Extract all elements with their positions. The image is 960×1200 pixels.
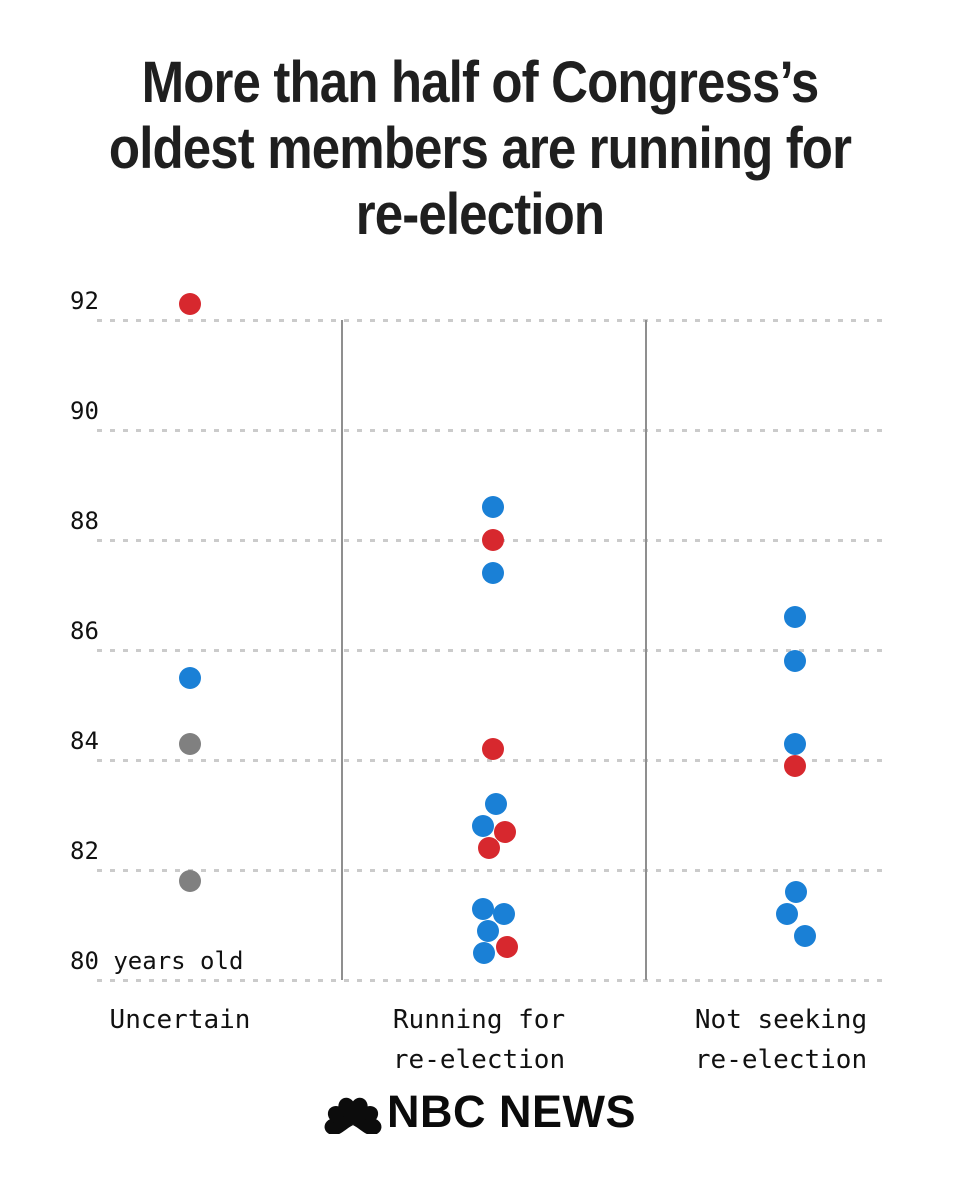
chart-title-line: More than half of Congress’s bbox=[141, 50, 820, 115]
data-point-blue-age-83.2 bbox=[485, 793, 507, 815]
nbc-news-wordmark: NBC NEWS bbox=[387, 1086, 636, 1137]
category-label: Running for bbox=[392, 1005, 566, 1035]
column-divider bbox=[645, 320, 647, 980]
y-tick-label: 84 bbox=[70, 727, 99, 755]
data-point-blue-age-86.6 bbox=[784, 606, 806, 628]
data-point-red-age-83.9 bbox=[784, 754, 806, 777]
y-tick-label: 82 bbox=[70, 837, 99, 865]
chart-title: More than half of Congress’s oldest membe… bbox=[58, 50, 903, 248]
data-point-red-age-88 bbox=[482, 529, 504, 551]
gridline-age-84 bbox=[97, 759, 885, 762]
data-point-blue-age-84.3 bbox=[784, 732, 806, 755]
category-label: Not seeking bbox=[694, 1005, 868, 1035]
nbc-news-logo: NBC NEWS bbox=[0, 1086, 960, 1138]
data-point-blue-age-80.5 bbox=[473, 941, 495, 964]
chart-title-line: oldest members are running for bbox=[108, 116, 852, 181]
y-tick-label: 80 years old bbox=[70, 947, 244, 975]
y-tick-label: 86 bbox=[70, 617, 99, 645]
y-tick-label: 88 bbox=[70, 507, 99, 535]
data-point-blue-age-81.3 bbox=[472, 897, 494, 920]
data-point-red-age-82.4 bbox=[478, 837, 500, 859]
gridline-age-80 bbox=[97, 979, 885, 982]
gridline-age-92 bbox=[97, 319, 885, 322]
category-label: Uncertain bbox=[109, 1005, 251, 1035]
data-point-blue-age-81.6 bbox=[785, 881, 807, 903]
data-point-blue-age-80.9 bbox=[477, 919, 499, 942]
data-point-blue-age-88.6 bbox=[482, 496, 504, 518]
data-point-blue-age-82.8 bbox=[472, 815, 494, 837]
data-point-blue-age-81.2 bbox=[776, 903, 798, 925]
data-point-red-age-84.2 bbox=[482, 738, 504, 760]
data-point-blue-age-85.5 bbox=[179, 666, 201, 689]
gridline-age-86 bbox=[97, 649, 885, 652]
nbc-peacock-icon bbox=[324, 1097, 382, 1134]
data-point-red-age-82.7 bbox=[494, 820, 516, 843]
chart-title-line: re-election bbox=[355, 182, 605, 247]
category-label: re-election bbox=[694, 1045, 868, 1075]
data-point-blue-age-80.8 bbox=[794, 925, 816, 947]
y-tick-label: 92 bbox=[70, 287, 99, 315]
gridline-age-90 bbox=[97, 429, 885, 432]
data-point-red-age-92.3 bbox=[179, 292, 201, 315]
y-tick-label: 90 bbox=[70, 397, 99, 425]
column-divider bbox=[341, 320, 343, 980]
data-point-gray-age-81.8 bbox=[179, 870, 201, 892]
category-label: re-election bbox=[392, 1045, 566, 1075]
data-point-blue-age-81.2 bbox=[493, 903, 515, 925]
gridline-age-82 bbox=[97, 869, 885, 872]
data-point-blue-age-85.8 bbox=[784, 650, 806, 672]
data-point-blue-age-87.4 bbox=[482, 562, 504, 584]
data-point-red-age-80.6 bbox=[496, 936, 518, 958]
data-point-gray-age-84.3 bbox=[179, 732, 201, 755]
